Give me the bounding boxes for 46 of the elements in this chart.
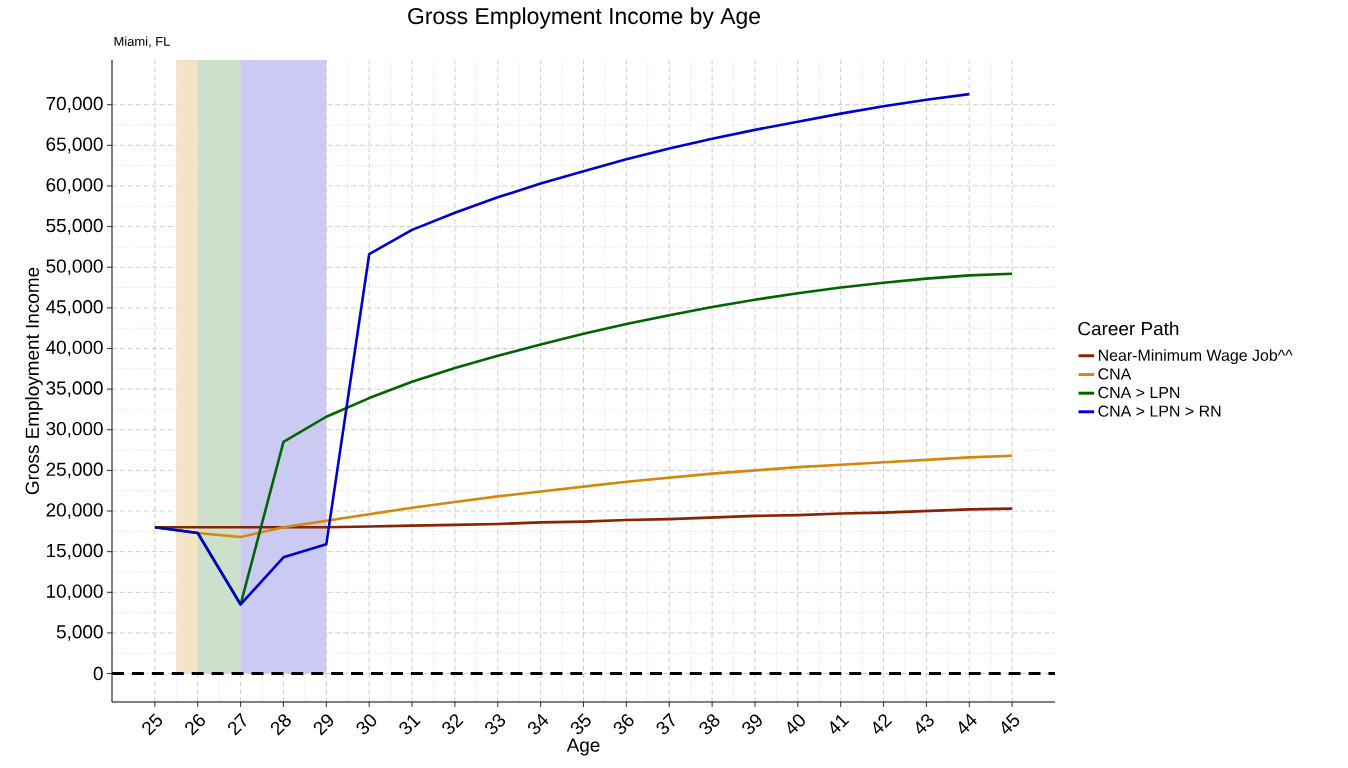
- y-tick-label: 30,000: [46, 421, 103, 438]
- y-tick-label: 15,000: [47, 543, 103, 560]
- y-tick-label: 60,000: [46, 178, 103, 194]
- y-tick-label: 0: [93, 666, 103, 681]
- y-tick-label: 50,000: [46, 259, 103, 276]
- x-tick-label: 42: [873, 714, 893, 734]
- legend-label: CNA: [1098, 368, 1132, 380]
- y-tick-label: 5,000: [56, 625, 103, 641]
- legend-label: Near-Minimum Wage Job^^: [1098, 349, 1293, 365]
- x-tick-label: 27: [228, 712, 247, 736]
- legend-label: CNA > LPN: [1098, 386, 1180, 399]
- x-tick-label: 28: [270, 714, 291, 736]
- legend-label: CNA > LPN > RN: [1098, 405, 1221, 417]
- y-tick-label: 25,000: [46, 462, 103, 479]
- x-tick-label: 40: [787, 714, 805, 734]
- x-tick-label: 31: [399, 715, 421, 735]
- y-tick-label: 55,000: [46, 218, 103, 235]
- y-tick-label: 10,000: [47, 584, 103, 601]
- x-axis-title: Age: [566, 738, 600, 756]
- x-tick-label: 38: [699, 714, 720, 735]
- y-tick-label: 45,000: [46, 300, 103, 316]
- y-tick-label: 70,000: [46, 96, 103, 113]
- x-tick-label: 26: [185, 714, 205, 736]
- y-tick-label: 20,000: [46, 503, 103, 519]
- x-tick-label: 25: [142, 713, 163, 736]
- y-tick-label: 40,000: [46, 340, 103, 357]
- x-tick-label: 39: [742, 714, 762, 735]
- x-tick-label: 41: [830, 714, 850, 734]
- chart-title: Gross Employment Income by Age: [408, 7, 760, 29]
- y-tick-label: 35,000: [46, 381, 103, 397]
- x-tick-label: 34: [527, 713, 549, 735]
- y-tick-label: 65,000: [46, 137, 103, 154]
- line-series: [153, 92, 971, 606]
- x-tick-label: 36: [613, 714, 634, 735]
- x-tick-label: 30: [356, 714, 377, 735]
- legend-title: Career Path: [1078, 321, 1179, 336]
- y-axis-title: Gross Employment Income: [25, 267, 43, 495]
- x-tick-label: 32: [442, 714, 464, 735]
- chart-subtitle: Miami, FL: [114, 36, 170, 48]
- x-tick-label: 35: [570, 713, 591, 735]
- x-tick-label: 44: [958, 713, 977, 734]
- x-tick-label: 43: [916, 714, 934, 734]
- x-tick-label: 37: [656, 712, 675, 735]
- x-tick-label: 29: [313, 714, 334, 736]
- x-tick-label: 45: [1001, 713, 1020, 734]
- x-tick-label: 33: [485, 714, 506, 735]
